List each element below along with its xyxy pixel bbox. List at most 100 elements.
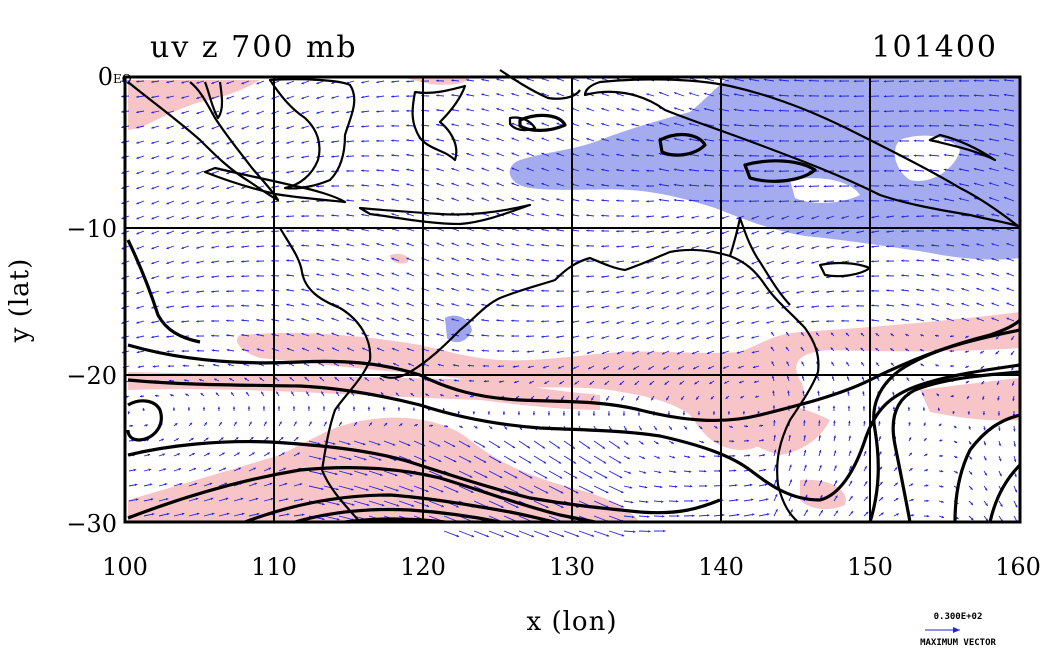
wind-vector-head [646,154,649,157]
wind-vector-head [819,465,822,468]
wind-vector-head [259,377,262,380]
wind-vector-head [886,289,889,292]
wind-vector [368,485,384,492]
wind-vector-head [838,155,842,158]
wind-vector-head [121,79,124,83]
wind-vector-head [391,139,394,142]
wind-vector-head [751,513,755,516]
wind-vector-head [733,108,737,111]
wind-vector-head [181,320,184,323]
wind-vector-head [556,137,559,141]
wind-vector-head [916,273,919,277]
wind-vector-head [454,394,458,398]
wind-vector-head [376,95,379,99]
wind-vector-head [436,272,439,276]
wind-vector-head [684,426,688,430]
wind-vector-head [286,259,289,262]
wind-vector-head [898,80,902,83]
wind-vector-head [831,376,835,379]
wind-vector-head [970,487,973,490]
wind-vector-head [496,137,499,141]
wind-vector-head [196,141,199,145]
wind-vector-head [983,427,986,431]
wind-vector-head [751,291,754,295]
wind-vector-head [766,217,769,220]
wind-vector-head [361,169,364,172]
wind-vector-head [166,187,169,190]
wind-vector [578,485,594,494]
wind-vector [323,470,338,475]
wind-vector-head [588,366,591,370]
wind-vector-head [861,376,865,380]
wind-vector-head [913,94,917,98]
wind-vector-head [466,288,469,291]
wind-vector-head [399,423,403,426]
wind-vector-head [736,351,740,354]
wind-vector-head [161,438,164,442]
wind-vector-head [352,406,356,409]
wind-vector-head [321,487,324,491]
wind-vector-head [256,126,259,130]
wind-vector-head [796,246,799,250]
wind-vector-head [441,504,444,508]
wind-vector-head [391,317,394,321]
wind-vector-head [673,168,677,171]
wind-vector-head [456,505,459,508]
x-tick-label: 130 [549,553,595,581]
wind-vector-head [442,407,446,411]
wind-vector-head [286,513,290,516]
wind-vector-head [811,290,814,294]
wind-vector-head [883,154,887,158]
chart-timestamp: 101400 [871,30,998,65]
wind-vector-head [969,472,973,475]
wind-vector [518,455,532,464]
wind-vector-head [1003,137,1007,141]
wind-vector-head [121,125,124,129]
wind-vector-head [916,229,919,233]
wind-vector-head [331,332,334,336]
wind-vector-head [530,396,534,400]
wind-vector-head [616,92,619,96]
wind-vector-head [395,392,399,396]
wind-vector-head [961,317,964,321]
wind-vector-head [451,272,454,276]
wind-vector-head [430,424,433,427]
height-contour [988,463,1022,523]
wind-vector-head [316,111,319,114]
wind-vector-head [284,482,288,486]
wind-vector-head [940,485,944,488]
wind-vector-head [871,274,874,278]
wind-vector-head [823,79,827,83]
wind-vector-head [631,245,634,249]
wind-vector-head [181,141,184,145]
wind-vector-head [376,347,380,351]
wind-vector [353,485,369,491]
wind-vector-head [406,183,409,186]
wind-vector-head [316,347,320,350]
wind-vector-head [943,79,947,83]
wind-vector-head [604,476,608,479]
wind-vector-head [451,182,454,186]
wind-vector-head [256,318,259,322]
wind-vector-head [841,231,844,234]
wind-vector-head [676,500,679,503]
wind-vector-head [496,152,499,156]
wind-vector-head [1006,242,1009,246]
wind-vector-head [556,107,559,110]
wind-vector-head [820,510,823,513]
wind-vector [383,500,400,507]
wind-vector-head [755,395,758,398]
wind-vector-head [724,381,727,384]
wind-vector-head [919,349,923,352]
wind-vector-head [496,349,499,353]
wind-vector-head [436,302,439,306]
wind-vector-head [838,184,842,188]
wind-vector-head [331,155,334,158]
wind-vector-head [805,509,808,513]
wind-vector-head [793,155,797,158]
wind-vector-head [946,273,949,276]
wind-vector-head [406,332,409,336]
wind-vector-head [946,214,949,217]
wind-vector-head [286,318,289,321]
wind-vector-head [973,182,977,186]
